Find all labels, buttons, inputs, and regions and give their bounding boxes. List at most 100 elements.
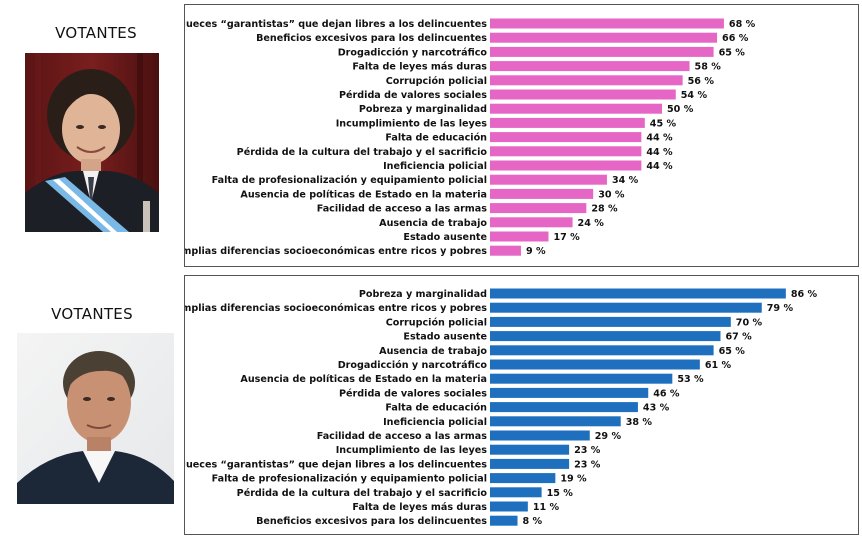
bottom-category-label: Amplias diferencias socioeconómicas entr… (185, 302, 487, 314)
top-value-label: 44 % (646, 161, 673, 172)
bottom-value-label: 86 % (791, 289, 818, 300)
bottom-value-label: 11 % (533, 502, 560, 513)
top-value-label: 58 % (695, 62, 722, 73)
bottom-bar (490, 458, 570, 469)
top-value-label: 45 % (650, 118, 677, 129)
bottom-bar (490, 302, 762, 313)
top-bar (490, 146, 642, 157)
top-bar (490, 132, 642, 143)
bottom-bar (490, 345, 714, 356)
top-bar (490, 160, 642, 171)
bottom-bar (490, 288, 786, 299)
bottom-category-label: Ausencia de trabajo (379, 346, 487, 357)
bottom-category-label: Ausencia de políticas de Estado en la ma… (240, 373, 487, 385)
top-category-label: Corrupción policial (386, 75, 487, 87)
bottom-bar (490, 316, 731, 327)
top-value-label: 9 % (526, 246, 546, 257)
top-category-label: Jueces “garantistas” que dejan libres a … (185, 19, 487, 30)
bottom-value-label: 29 % (595, 431, 622, 442)
top-value-label: 50 % (667, 104, 694, 115)
bottom-bar (490, 359, 700, 370)
top-voters-label: VOTANTES (55, 24, 137, 42)
bottom-category-label: Pérdida de valores sociales (339, 387, 487, 399)
top-bar (490, 231, 549, 242)
top-value-label: 56 % (688, 76, 715, 87)
bottom-value-label: 67 % (725, 332, 752, 343)
bottom-value-label: 19 % (560, 474, 587, 485)
bottom-bar (490, 416, 621, 427)
top-category-label: Facilidad de acceso a las armas (317, 204, 488, 215)
bottom-bar (490, 373, 673, 384)
bottom-category-label: Estado ausente (403, 332, 487, 343)
bottom-category-label: Facilidad de acceso a las armas (317, 431, 488, 442)
top-bar (490, 89, 676, 100)
bottom-portrait-image (17, 333, 174, 504)
top-chart-panel: Jueces “garantistas” que dejan libres a … (184, 4, 859, 267)
top-category-label: Falta de profesionalización y equipamien… (212, 174, 487, 186)
top-bar (490, 117, 645, 128)
bottom-value-label: 65 % (719, 346, 746, 357)
top-portrait-image (25, 53, 159, 232)
top-value-label: 24 % (578, 218, 605, 229)
bottom-category-label: Jueces “garantistas” que dejan libres a … (185, 459, 487, 470)
top-value-label: 54 % (681, 90, 708, 101)
bottom-bar (490, 473, 556, 484)
top-candidate-photo (25, 53, 159, 232)
top-bar (490, 217, 573, 228)
bottom-category-label: Falta de educación (385, 402, 487, 414)
top-category-label: Ausencia de políticas de Estado en la ma… (240, 188, 487, 200)
bottom-voters-label: VOTANTES (51, 305, 133, 323)
bottom-bar (490, 515, 518, 526)
top-category-label: Drogadicción y narcotráfico (338, 46, 488, 58)
bottom-category-label: Ineficiencia policial (383, 417, 487, 428)
top-bar (490, 174, 607, 185)
top-value-label: 30 % (598, 189, 625, 200)
top-value-label: 68 % (729, 19, 756, 30)
bottom-value-label: 43 % (643, 403, 670, 414)
bottom-value-label: 15 % (547, 488, 574, 499)
top-bar (490, 188, 594, 199)
top-bar (490, 46, 714, 57)
top-category-label: Beneficios excesivos para los delincuent… (256, 33, 487, 44)
bottom-value-label: 8 % (523, 516, 543, 527)
top-category-label: Falta de educación (385, 132, 487, 144)
top-category-label: Pobreza y marginalidad (359, 104, 487, 115)
bottom-candidate-photo (17, 333, 174, 504)
top-category-label: Amplias diferencias socioeconómicas entr… (185, 245, 487, 257)
top-category-label: Falta de leyes más duras (352, 61, 487, 73)
bottom-bar (490, 444, 570, 455)
top-value-label: 44 % (646, 147, 673, 158)
top-bar (490, 75, 683, 86)
bottom-value-label: 46 % (653, 388, 680, 399)
bottom-category-label: Corrupción policial (386, 316, 487, 328)
bottom-value-label: 79 % (767, 303, 794, 314)
bottom-value-label: 23 % (574, 459, 601, 470)
top-category-label: Incumplimiento de las leyes (336, 118, 488, 129)
bottom-bar (490, 487, 542, 498)
bottom-value-label: 53 % (677, 374, 704, 385)
bottom-category-label: Pérdida de la cultura del trabajo y el s… (237, 487, 488, 499)
top-value-label: 17 % (553, 232, 580, 243)
top-category-label: Ineficiencia policial (383, 161, 487, 172)
bottom-bar (490, 430, 590, 441)
top-value-label: 44 % (646, 133, 673, 144)
top-category-label: Pérdida de la cultura del trabajo y el s… (237, 146, 488, 158)
top-bar (490, 103, 662, 114)
top-value-label: 65 % (719, 47, 746, 58)
top-bar (490, 203, 587, 214)
top-value-label: 34 % (612, 175, 639, 186)
bottom-bar (490, 501, 528, 512)
top-bar (490, 245, 521, 256)
bottom-bar-chart: Pobreza y marginalidad 86 % Amplias difere… (185, 288, 818, 527)
bottom-category-label: Beneficios excesivos para los delincuent… (256, 516, 487, 527)
top-value-label: 28 % (591, 204, 618, 215)
top-bar (490, 61, 690, 72)
top-category-label: Ausencia de trabajo (379, 218, 487, 229)
bottom-value-label: 38 % (626, 417, 653, 428)
top-category-label: Estado ausente (403, 232, 487, 243)
bottom-category-label: Incumplimiento de las leyes (336, 445, 488, 456)
bottom-bar (490, 387, 649, 398)
bottom-category-label: Pobreza y marginalidad (359, 289, 487, 300)
bottom-chart-panel: Pobreza y marginalidad 86 % Amplias difere… (184, 275, 859, 535)
bottom-value-label: 70 % (736, 317, 763, 328)
